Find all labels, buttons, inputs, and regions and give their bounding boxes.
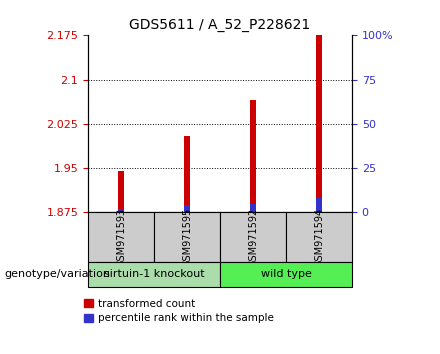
Bar	[250, 100, 256, 212]
Bar	[154, 212, 220, 262]
Bar	[286, 212, 352, 262]
Bar	[118, 209, 124, 212]
Bar	[184, 205, 190, 212]
Bar	[88, 212, 154, 262]
Bar	[220, 262, 352, 287]
Bar	[88, 262, 220, 287]
Text: GSM971593: GSM971593	[116, 207, 126, 267]
Bar	[220, 212, 286, 262]
Legend: transformed count, percentile rank within the sample: transformed count, percentile rank withi…	[84, 299, 274, 323]
Text: GSM971592: GSM971592	[248, 207, 258, 267]
Text: wild type: wild type	[260, 269, 312, 279]
Bar	[184, 136, 190, 212]
Text: GSM971595: GSM971595	[182, 207, 192, 267]
Title: GDS5611 / A_52_P228621: GDS5611 / A_52_P228621	[129, 18, 311, 32]
Text: genotype/variation: genotype/variation	[4, 269, 110, 279]
Bar	[316, 198, 322, 212]
Bar	[316, 35, 322, 212]
Bar	[250, 204, 256, 212]
Bar	[118, 171, 124, 212]
Text: GSM971594: GSM971594	[314, 207, 324, 267]
Text: sirtuin-1 knockout: sirtuin-1 knockout	[104, 269, 204, 279]
